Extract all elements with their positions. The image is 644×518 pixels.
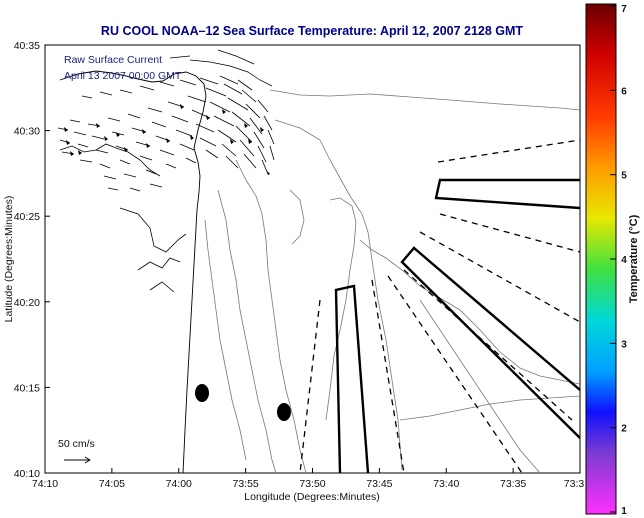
y-tick-label: 40:35 — [14, 40, 40, 52]
mooring-marker — [195, 384, 209, 402]
current-label: Raw Surface Current — [64, 54, 162, 66]
sst-contours — [204, 89, 580, 473]
x-tick-label: 74:00 — [166, 478, 192, 490]
x-tick-label: 73:50 — [299, 478, 325, 490]
current-time-label: April 13 2007 00:00 GMT — [64, 70, 182, 82]
y-tick-label: 40:15 — [14, 382, 40, 394]
x-tick-label: 74:05 — [99, 478, 125, 490]
x-tick-label: 73:45 — [366, 478, 392, 490]
colorbar-tick-label: 7 — [621, 4, 627, 15]
y-axis-ticks: 40:35 40:30 40:25 40:20 40:15 40:10 — [14, 40, 50, 480]
colorbar-tick-label: 2 — [621, 424, 627, 435]
y-tick-label: 40:30 — [14, 126, 40, 138]
y-axis-label: Latitude (Degrees:Minutes) — [3, 196, 15, 323]
chart-title: RU COOL NOAA–12 Sea Surface Temperature:… — [101, 24, 524, 38]
colorbar-tick-label: 1 — [621, 506, 627, 517]
solid-polygons — [334, 178, 580, 473]
bay-shoreline — [59, 143, 187, 293]
colorbar-tick-label: 5 — [621, 171, 627, 182]
colorbar-ticks: 7 6 5 4 3 2 1 — [610, 4, 627, 517]
y-tick-label: 40:20 — [14, 297, 40, 309]
colorbar-label: Temperature (°C) — [628, 214, 640, 303]
x-tick-label: 73:55 — [232, 478, 258, 490]
x-axis-ticks: 74:10 74:05 74:00 73:55 73:50 73:45 73:40 73:35… — [32, 468, 585, 490]
coastline — [59, 70, 207, 473]
colorbar-tick-label: 6 — [621, 86, 627, 97]
colorbar-tick-label: 3 — [621, 339, 627, 350]
scale-arrow — [64, 456, 91, 464]
x-tick-label: 73:35 — [500, 478, 526, 490]
x-axis-label: Longitude (Degrees:Minutes) — [244, 491, 379, 503]
mooring-marker — [277, 403, 291, 421]
land-inlet — [169, 49, 273, 87]
y-tick-label: 40:10 — [14, 468, 40, 480]
current-vectors — [57, 75, 275, 192]
map-layer — [57, 49, 580, 473]
scale-label: 50 cm/s — [58, 438, 95, 450]
dashed-lines — [299, 139, 580, 473]
colorbar-tick-label: 4 — [621, 255, 627, 266]
x-tick-label: 73:40 — [433, 478, 459, 490]
y-tick-label: 40:25 — [14, 211, 40, 223]
plot-area — [44, 44, 581, 474]
x-tick-label: 74:10 — [32, 478, 58, 490]
x-tick-label: 73:3 — [564, 478, 585, 490]
